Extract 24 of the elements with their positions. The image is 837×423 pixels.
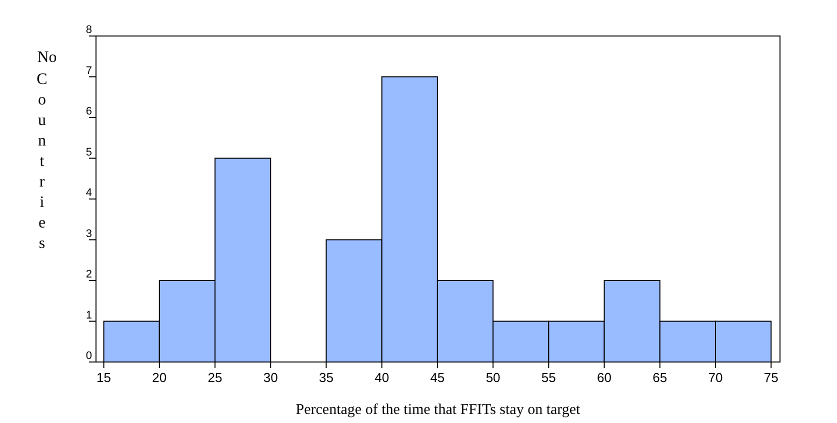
x-tick-label: 50 [486, 370, 500, 385]
y-tick-label: 2 [86, 268, 92, 280]
x-tick-label: 15 [96, 370, 112, 385]
x-tick-label: 65 [652, 370, 668, 385]
y-tick-label: 1 [86, 309, 92, 322]
y-tick-label: 7 [86, 64, 92, 77]
x-tick-label: 45 [430, 370, 445, 385]
y-tick-label: 4 [86, 187, 92, 199]
x-tick-label: 30 [263, 370, 278, 385]
y-tick-label: 0 [86, 350, 92, 362]
x-tick-label: 60 [597, 370, 612, 385]
y-tick-label: 5 [86, 146, 92, 158]
x-tick-label: 35 [318, 370, 334, 385]
x-tick-label: 70 [708, 370, 723, 385]
x-tick-label: 25 [208, 370, 222, 385]
y-tick-label: 6 [86, 106, 92, 118]
y-tick-label: 3 [86, 228, 92, 240]
text: No Countries [36, 49, 57, 252]
y-tick-label: 8 [86, 24, 92, 36]
x-tick-label: 20 [152, 370, 167, 385]
x-axis-title: Percentage of the time that FFITs stay on target [296, 402, 582, 418]
x-tick-label: 40 [374, 370, 390, 385]
x-tick-label: 55 [541, 370, 556, 385]
x-tick-label: 75 [764, 370, 778, 385]
